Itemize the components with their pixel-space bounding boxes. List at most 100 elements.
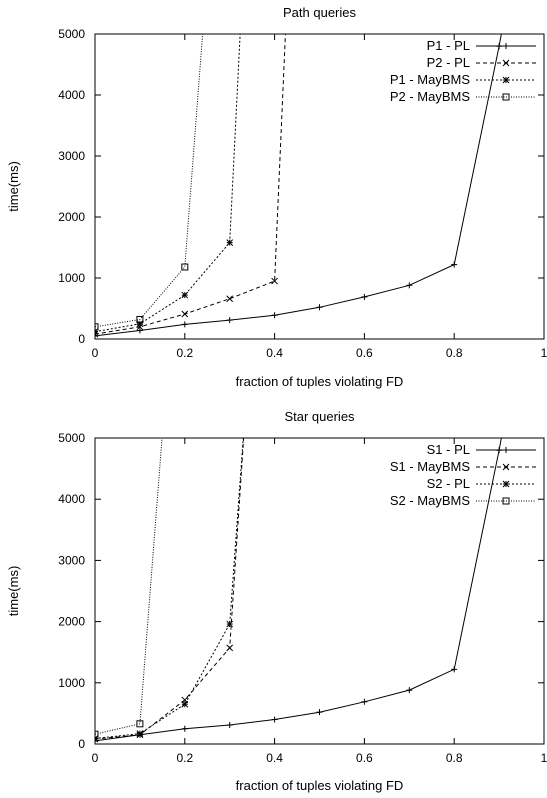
legend-marker bbox=[502, 463, 510, 471]
data-point bbox=[361, 698, 368, 705]
series-s2-pl bbox=[95, 438, 244, 742]
series-line bbox=[95, 438, 245, 740]
chart-title: Star queries bbox=[284, 409, 355, 424]
x-tick-label: 0.2 bbox=[176, 346, 193, 360]
x-tick-label: 0.8 bbox=[446, 346, 463, 360]
legend-marker bbox=[502, 497, 510, 505]
data-point bbox=[316, 709, 323, 716]
data-point bbox=[95, 735, 99, 742]
y-tick-label: 5000 bbox=[58, 27, 85, 41]
legend-marker bbox=[503, 43, 509, 49]
legend-marker bbox=[502, 93, 510, 101]
plot-frame bbox=[94, 437, 545, 745]
plot-area bbox=[95, 438, 503, 744]
data-point bbox=[136, 730, 144, 737]
y-axis-label: time(ms) bbox=[6, 161, 21, 212]
data-point bbox=[181, 310, 189, 318]
data-point bbox=[226, 295, 234, 303]
data-point bbox=[226, 722, 233, 729]
y-tick-label: 2000 bbox=[58, 615, 85, 629]
data-point bbox=[136, 720, 144, 728]
data-point bbox=[406, 282, 413, 289]
data-point bbox=[451, 666, 458, 673]
y-tick-label: 3000 bbox=[58, 149, 85, 163]
x-tick-label: 0.4 bbox=[266, 751, 283, 765]
y-tick-label: 1000 bbox=[58, 676, 85, 690]
legend-marker bbox=[502, 480, 510, 488]
series-line bbox=[95, 34, 286, 335]
x-tick-label: 0.4 bbox=[266, 346, 283, 360]
legend-label: P2 - MayBMS bbox=[390, 89, 471, 104]
path-queries-chart: Path queries 0 1000 2000 3000 4000 5000 0 0.2 0.4… bbox=[6, 5, 547, 389]
legend-marker bbox=[502, 76, 510, 84]
data-point bbox=[136, 327, 143, 334]
x-tick-label: 1 bbox=[541, 751, 547, 765]
y-tick-label: 5000 bbox=[58, 431, 85, 445]
series-s1-pl bbox=[95, 438, 503, 744]
data-point bbox=[316, 304, 323, 311]
y-tick-label: 1000 bbox=[58, 271, 85, 285]
data-point bbox=[361, 293, 368, 300]
series-line bbox=[95, 438, 163, 735]
legend-marker bbox=[502, 59, 510, 67]
data-point bbox=[136, 323, 144, 331]
y-tick-label: 3000 bbox=[58, 553, 85, 567]
data-point bbox=[95, 730, 99, 738]
series-p1-pl bbox=[95, 34, 503, 339]
y-tick-label: 0 bbox=[78, 737, 85, 751]
series-line bbox=[95, 34, 204, 328]
plot-frame bbox=[94, 33, 545, 340]
legend-label: P1 - MayBMS bbox=[390, 72, 471, 87]
x-tick-label: 0 bbox=[92, 751, 99, 765]
series-line bbox=[95, 34, 241, 333]
data-point bbox=[226, 644, 234, 652]
data-point bbox=[95, 323, 99, 331]
legend-label: P1 - PL bbox=[427, 38, 470, 53]
x-tick-label: 0.8 bbox=[446, 751, 463, 765]
y-tick-label: 4000 bbox=[58, 492, 85, 506]
data-point bbox=[271, 277, 278, 285]
series-s1-maybms bbox=[95, 438, 245, 743]
plot-area bbox=[95, 34, 503, 339]
x-axis-label: fraction of tuples violating FD bbox=[236, 374, 404, 389]
data-point bbox=[181, 263, 189, 271]
series-p2-maybms bbox=[95, 34, 204, 331]
legend-label: S1 - PL bbox=[427, 442, 470, 457]
legend-label: S2 - MayBMS bbox=[390, 493, 471, 508]
data-point bbox=[451, 261, 458, 268]
legend-label: S1 - MayBMS bbox=[390, 459, 471, 474]
chart-title: Path queries bbox=[283, 5, 356, 20]
data-point bbox=[181, 321, 188, 328]
x-tick-label: 0.2 bbox=[176, 751, 193, 765]
x-tick-label: 0 bbox=[92, 346, 99, 360]
y-tick-label: 0 bbox=[78, 332, 85, 346]
data-point bbox=[271, 312, 278, 319]
data-point bbox=[406, 687, 413, 694]
series-s2-maybms bbox=[95, 438, 163, 738]
data-point bbox=[136, 320, 144, 328]
y-tick-label: 2000 bbox=[58, 210, 85, 224]
star-queries-chart: Star queries 0 1000 2000 3000 4000 5000 0 0.2 0.4… bbox=[6, 409, 547, 793]
data-point bbox=[181, 700, 189, 708]
legend: S1 - PL S1 - MayBMS S2 - PL S2 - MayBMS bbox=[390, 442, 536, 508]
data-point bbox=[271, 716, 278, 723]
y-tick-label: 4000 bbox=[58, 88, 85, 102]
series-p2-pl bbox=[95, 34, 286, 338]
x-axis-label: fraction of tuples violating FD bbox=[236, 778, 404, 793]
series-line bbox=[95, 438, 244, 739]
x-tick-label: 0.6 bbox=[356, 346, 373, 360]
series-p1-maybms bbox=[95, 34, 241, 336]
x-tick-label: 0.6 bbox=[356, 751, 373, 765]
data-point bbox=[136, 315, 144, 323]
y-axis-label: time(ms) bbox=[6, 566, 21, 617]
legend: P1 - PL P2 - PL P1 - MayBMS P2 - MayBMS bbox=[390, 38, 536, 104]
data-point bbox=[181, 725, 188, 732]
legend-label: P2 - PL bbox=[427, 55, 470, 70]
series-line bbox=[95, 438, 502, 742]
legend-label: S2 - PL bbox=[427, 476, 470, 491]
legend-marker bbox=[503, 447, 509, 453]
data-point bbox=[226, 620, 234, 628]
data-point bbox=[226, 317, 233, 324]
x-tick-label: 1 bbox=[541, 346, 547, 360]
